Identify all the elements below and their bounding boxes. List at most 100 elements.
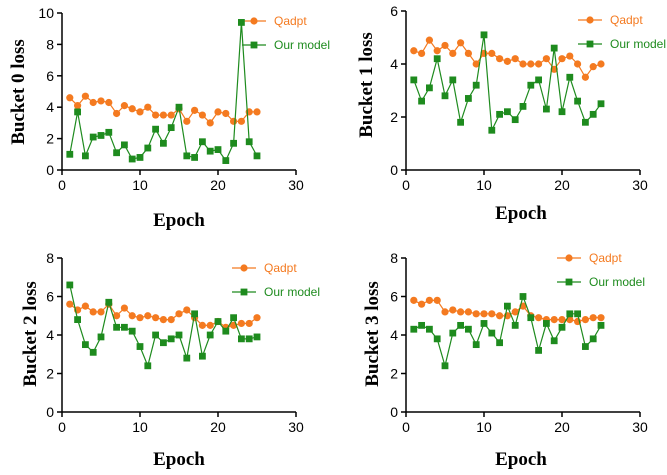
data-point-qadpt (464, 49, 472, 58)
data-point-qadpt (89, 98, 97, 107)
data-point-qadpt (425, 296, 433, 304)
series-line-qadpt (69, 303, 258, 328)
y-tick-label: 2 (46, 366, 54, 382)
data-point-qadpt (66, 94, 74, 102)
data-point-ours (480, 31, 488, 39)
y-tick-label: 0 (46, 404, 54, 420)
data-point-ours (519, 103, 527, 110)
data-point-qadpt (550, 316, 558, 324)
data-point-ours (527, 314, 535, 322)
data-point-ours (441, 92, 449, 100)
y-tick-label: 10 (38, 5, 54, 21)
data-point-ours (144, 144, 152, 152)
data-point-ours (418, 97, 425, 105)
data-point-ours (230, 139, 237, 147)
legend-swatch-marker (586, 40, 594, 48)
y-tick-label: 8 (46, 250, 54, 266)
y-tick-label: 2 (390, 109, 398, 125)
data-point-qadpt (113, 109, 121, 118)
data-point-ours (136, 343, 144, 350)
y-axis-title: Bucket 1 loss (356, 32, 377, 138)
data-point-ours (222, 157, 230, 164)
data-point-qadpt (511, 55, 519, 63)
data-point-ours (160, 139, 167, 147)
data-point-ours (238, 19, 245, 26)
data-point-qadpt (441, 308, 449, 316)
data-point-ours (550, 44, 558, 52)
data-point-ours (206, 147, 214, 155)
data-point-qadpt (159, 111, 167, 119)
legend-swatch-marker (240, 264, 248, 272)
data-point-ours (433, 55, 441, 63)
data-point-qadpt (535, 314, 543, 322)
y-tick-label: 0 (390, 404, 398, 420)
data-point-ours (191, 310, 198, 318)
data-point-qadpt (97, 308, 105, 316)
data-point-qadpt (542, 55, 551, 63)
data-point-ours (245, 335, 253, 343)
data-point-ours (160, 339, 167, 347)
data-point-qadpt (457, 308, 465, 316)
data-point-ours (128, 155, 136, 163)
x-axis-title: Epoch (495, 203, 547, 224)
x-tick-label: 10 (476, 177, 492, 193)
data-point-ours (589, 110, 597, 118)
y-axis-title: Bucket 0 loss (8, 39, 29, 145)
data-point-ours (558, 108, 566, 116)
data-point-ours (214, 318, 222, 325)
data-point-qadpt (496, 312, 504, 320)
data-point-ours (519, 293, 527, 300)
data-point-qadpt (253, 108, 261, 116)
data-point-qadpt (89, 308, 97, 316)
data-point-qadpt (558, 55, 566, 63)
legend-item-qadpt: Qadpt (578, 13, 643, 27)
legend-label: Qadpt (274, 14, 307, 28)
data-point-qadpt (503, 57, 511, 65)
data-point-ours (199, 138, 206, 146)
x-axis-title: Epoch (495, 449, 547, 470)
legend-label: Our model (610, 37, 666, 51)
data-point-qadpt (206, 321, 214, 329)
data-point-qadpt (152, 111, 160, 119)
data-point-qadpt (81, 92, 89, 100)
data-point-qadpt (418, 300, 426, 308)
data-point-qadpt (113, 312, 121, 320)
data-point-ours (253, 333, 261, 341)
data-point-ours (574, 310, 581, 318)
y-tick-label: 0 (46, 162, 54, 178)
y-tick-label: 8 (390, 250, 398, 266)
y-tick-label: 8 (46, 36, 54, 52)
data-point-ours (74, 316, 81, 323)
data-point-qadpt (136, 314, 144, 322)
data-point-qadpt (589, 314, 597, 322)
x-tick-label: 0 (402, 177, 410, 193)
data-point-ours (230, 314, 237, 322)
data-point-ours (496, 339, 503, 347)
data-point-ours (183, 152, 191, 160)
data-point-ours (144, 362, 152, 370)
x-tick-label: 0 (58, 419, 66, 435)
data-point-qadpt (581, 73, 590, 81)
data-point-ours (152, 125, 159, 133)
data-point-ours (89, 133, 97, 141)
legend-swatch-marker (250, 41, 258, 49)
legend-label: Qadpt (589, 251, 622, 265)
data-point-qadpt (237, 319, 245, 328)
data-point-ours (152, 331, 159, 339)
x-tick-label: 0 (58, 177, 66, 193)
data-point-ours (97, 132, 105, 139)
data-point-qadpt (574, 60, 582, 68)
data-point-qadpt (66, 300, 74, 308)
data-point-ours (97, 333, 105, 341)
data-point-qadpt (206, 119, 214, 127)
data-point-qadpt (433, 47, 441, 55)
x-axis-title: Epoch (153, 449, 205, 470)
y-tick-label: 2 (46, 131, 54, 147)
legend-swatch-marker (586, 16, 594, 24)
data-point-qadpt (472, 310, 480, 318)
data-point-qadpt (245, 319, 253, 328)
data-point-qadpt (472, 60, 480, 68)
data-point-qadpt (527, 60, 535, 68)
data-point-ours (449, 76, 457, 84)
legend-item-ours: Our model (578, 37, 666, 51)
